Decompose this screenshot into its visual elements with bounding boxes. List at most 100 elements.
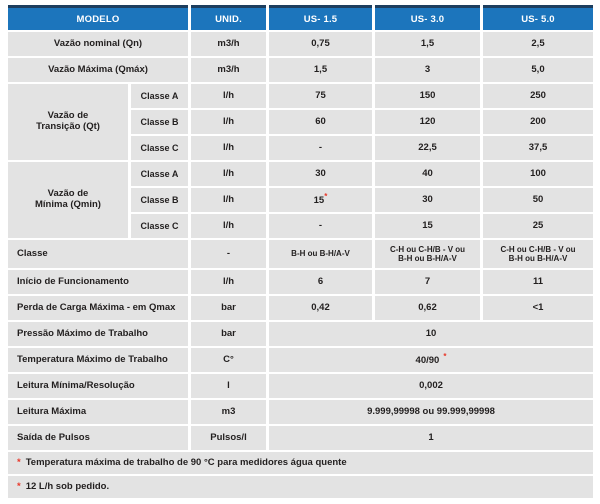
- footnote-row-1: * Temperatura máxima de trabalho de 90 °C…: [8, 452, 593, 474]
- red-asterisk-marker: *: [17, 480, 21, 492]
- unit-cell: bar: [191, 296, 266, 320]
- value-us15: 0,75: [269, 32, 372, 56]
- row-vazao-maxima: Vazão Máxima (Qmáx) m3/h 1,5 3 5,0: [8, 58, 593, 82]
- col-header-us15: US- 1.5: [269, 5, 372, 30]
- value-us30: 40: [375, 162, 480, 186]
- value-us30: 30: [375, 188, 480, 212]
- row-qt-classe-b: Classe B l/h 60 120 200: [8, 110, 593, 134]
- unit-cell: m3/h: [191, 58, 266, 82]
- value-span: 10: [269, 322, 593, 346]
- value-span: 40/90 *: [269, 348, 593, 372]
- row-vazao-nominal: Vazão nominal (Qn) m3/h 0,75 1,5 2,5: [8, 32, 593, 56]
- row-pressao: Pressão Máximo de Trabalho bar 10: [8, 322, 593, 346]
- row-qmin-classe-c: Classe C l/h - 15 25: [8, 214, 593, 238]
- col-header-us30: US- 3.0: [375, 5, 480, 30]
- row-label: Pressão Máximo de Trabalho: [8, 322, 188, 346]
- row-temperatura: Temperatura Máximo de Trabalho C° 40/90 *: [8, 348, 593, 372]
- spec-table: MODELO UNID. US- 1.5 US- 3.0 US- 5.0 Vaz…: [5, 3, 596, 500]
- classe-cell: Classe C: [131, 214, 188, 238]
- value-us50: 37,5: [483, 136, 593, 160]
- row-leitura-maxima: Leitura Máxima m3 9.999,99998 ou 99.999,…: [8, 400, 593, 424]
- row-saida-pulsos: Saída de Pulsos Pulsos/l 1: [8, 426, 593, 450]
- unit-cell: l/h: [191, 270, 266, 294]
- value-us15: 60: [269, 110, 372, 134]
- col-header-modelo: MODELO: [8, 5, 188, 30]
- row-qmin-classe-b: Classe B l/h 15* 30 50: [8, 188, 593, 212]
- value-us50: 2,5: [483, 32, 593, 56]
- value-span: 9.999,99998 ou 99.999,99998: [269, 400, 593, 424]
- unit-cell: l: [191, 374, 266, 398]
- value-us50: 25: [483, 214, 593, 238]
- value-us15: -: [269, 214, 372, 238]
- value-line1: C-H ou C-H/B - V ou: [389, 244, 466, 254]
- red-asterisk-marker: *: [17, 456, 21, 468]
- value-us50: 50: [483, 188, 593, 212]
- classe-cell: Classe A: [131, 84, 188, 108]
- value-us50: 5,0: [483, 58, 593, 82]
- value-us30: 150: [375, 84, 480, 108]
- col-header-us50: US- 5.0: [483, 5, 593, 30]
- value-us30: 7: [375, 270, 480, 294]
- red-asterisk-note: *: [443, 352, 447, 362]
- value-us50: 200: [483, 110, 593, 134]
- value-us15: 0,42: [269, 296, 372, 320]
- header-row: MODELO UNID. US- 1.5 US- 3.0 US- 5.0: [8, 5, 593, 30]
- value-us15: 15*: [269, 188, 372, 212]
- row-label: Início de Funcionamento: [8, 270, 188, 294]
- value-span: 0,002: [269, 374, 593, 398]
- value-line2: B-H ou B-H/A-V: [508, 254, 568, 263]
- group-label-line2: Mínima (Qmin): [35, 199, 101, 210]
- group-label-qmin: Vazão de Mínima (Qmin): [8, 162, 128, 238]
- row-label: Leitura Máxima: [8, 400, 188, 424]
- value-us50: C-H ou C-H/B - V ou B-H ou B-H/A-V: [483, 240, 593, 268]
- row-perda-carga: Perda de Carga Máxima - em Qmax bar 0,42…: [8, 296, 593, 320]
- value-us30: C-H ou C-H/B - V ou B-H ou B-H/A-V: [375, 240, 480, 268]
- value-us30: 1,5: [375, 32, 480, 56]
- footnote-row-2: * 12 L/h sob pedido.: [8, 476, 593, 498]
- row-label: Leitura Mínima/Resolução: [8, 374, 188, 398]
- row-qt-classe-a: Vazão de Transição (Qt) Classe A l/h 75 …: [8, 84, 593, 160]
- unit-cell: l/h: [191, 188, 266, 212]
- unit-cell: m3: [191, 400, 266, 424]
- unit-cell: l/h: [191, 162, 266, 186]
- value-us50: <1: [483, 296, 593, 320]
- value-us30: 120: [375, 110, 480, 134]
- footnote-text: 12 L/h sob pedido.: [25, 480, 110, 492]
- group-label-line2: Transição (Qt): [36, 121, 100, 132]
- unit-cell: Pulsos/l: [191, 426, 266, 450]
- unit-cell: bar: [191, 322, 266, 346]
- footnote-1: * Temperatura máxima de trabalho de 90 °C…: [8, 452, 593, 474]
- unit-cell: l/h: [191, 110, 266, 134]
- row-qmin-classe-a: Vazão de Mínima (Qmin) Classe A l/h 30 4…: [8, 162, 593, 238]
- classe-cell: Classe C: [131, 136, 188, 160]
- value-us50: 11: [483, 270, 593, 294]
- footnote-2: * 12 L/h sob pedido.: [8, 476, 593, 498]
- value-us15: 1,5: [269, 58, 372, 82]
- value-us50: 100: [483, 162, 593, 186]
- unit-cell: C°: [191, 348, 266, 372]
- col-header-unid: UNID.: [191, 5, 266, 30]
- classe-cell: Classe A: [131, 162, 188, 186]
- row-inicio-funcionamento: Início de Funcionamento l/h 6 7 11: [8, 270, 593, 294]
- value-us15: 6: [269, 270, 372, 294]
- unit-cell: l/h: [191, 214, 266, 238]
- value-us15: 30: [269, 162, 372, 186]
- value-us30: 15: [375, 214, 480, 238]
- value-us30: 0,62: [375, 296, 480, 320]
- classe-cell: Classe B: [131, 110, 188, 134]
- value-us30: 3: [375, 58, 480, 82]
- row-leitura-minima: Leitura Mínima/Resolução l 0,002: [8, 374, 593, 398]
- row-label: Vazão Máxima (Qmáx): [8, 58, 188, 82]
- unit-cell: l/h: [191, 136, 266, 160]
- row-classe: Classe - B-H ou B-H/A-V C-H ou C-H/B - V…: [8, 240, 593, 268]
- row-label: Perda de Carga Máxima - em Qmax: [8, 296, 188, 320]
- group-label-line1: Vazão de: [47, 110, 89, 122]
- value-text: 15: [313, 195, 325, 207]
- row-label: Temperatura Máximo de Trabalho: [8, 348, 188, 372]
- row-label: Saída de Pulsos: [8, 426, 188, 450]
- row-label: Classe: [8, 240, 188, 268]
- value-us50: 250: [483, 84, 593, 108]
- row-label: Vazão nominal (Qn): [8, 32, 188, 56]
- value-us30: 22,5: [375, 136, 480, 160]
- unit-cell: -: [191, 240, 266, 268]
